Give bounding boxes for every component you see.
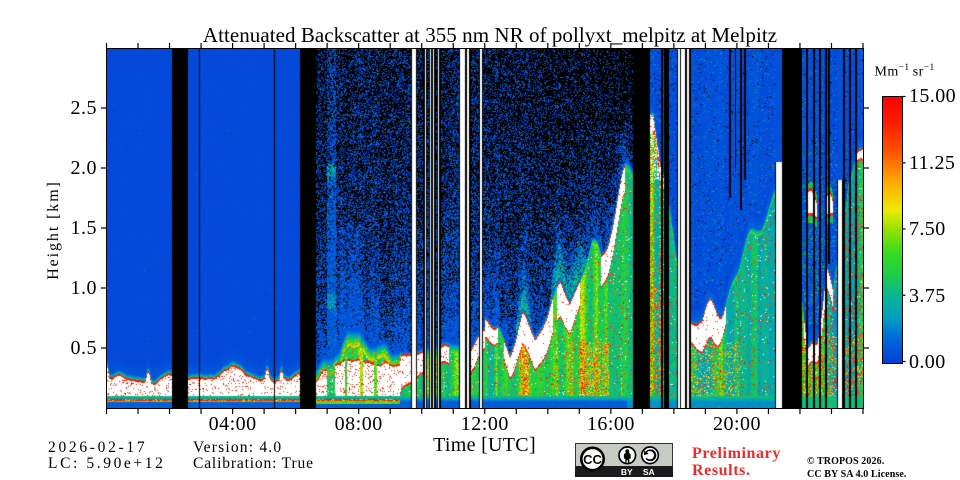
svg-text:SA: SA <box>643 467 655 477</box>
svg-text:CC: CC <box>583 452 602 467</box>
svg-text:BY: BY <box>621 467 633 477</box>
